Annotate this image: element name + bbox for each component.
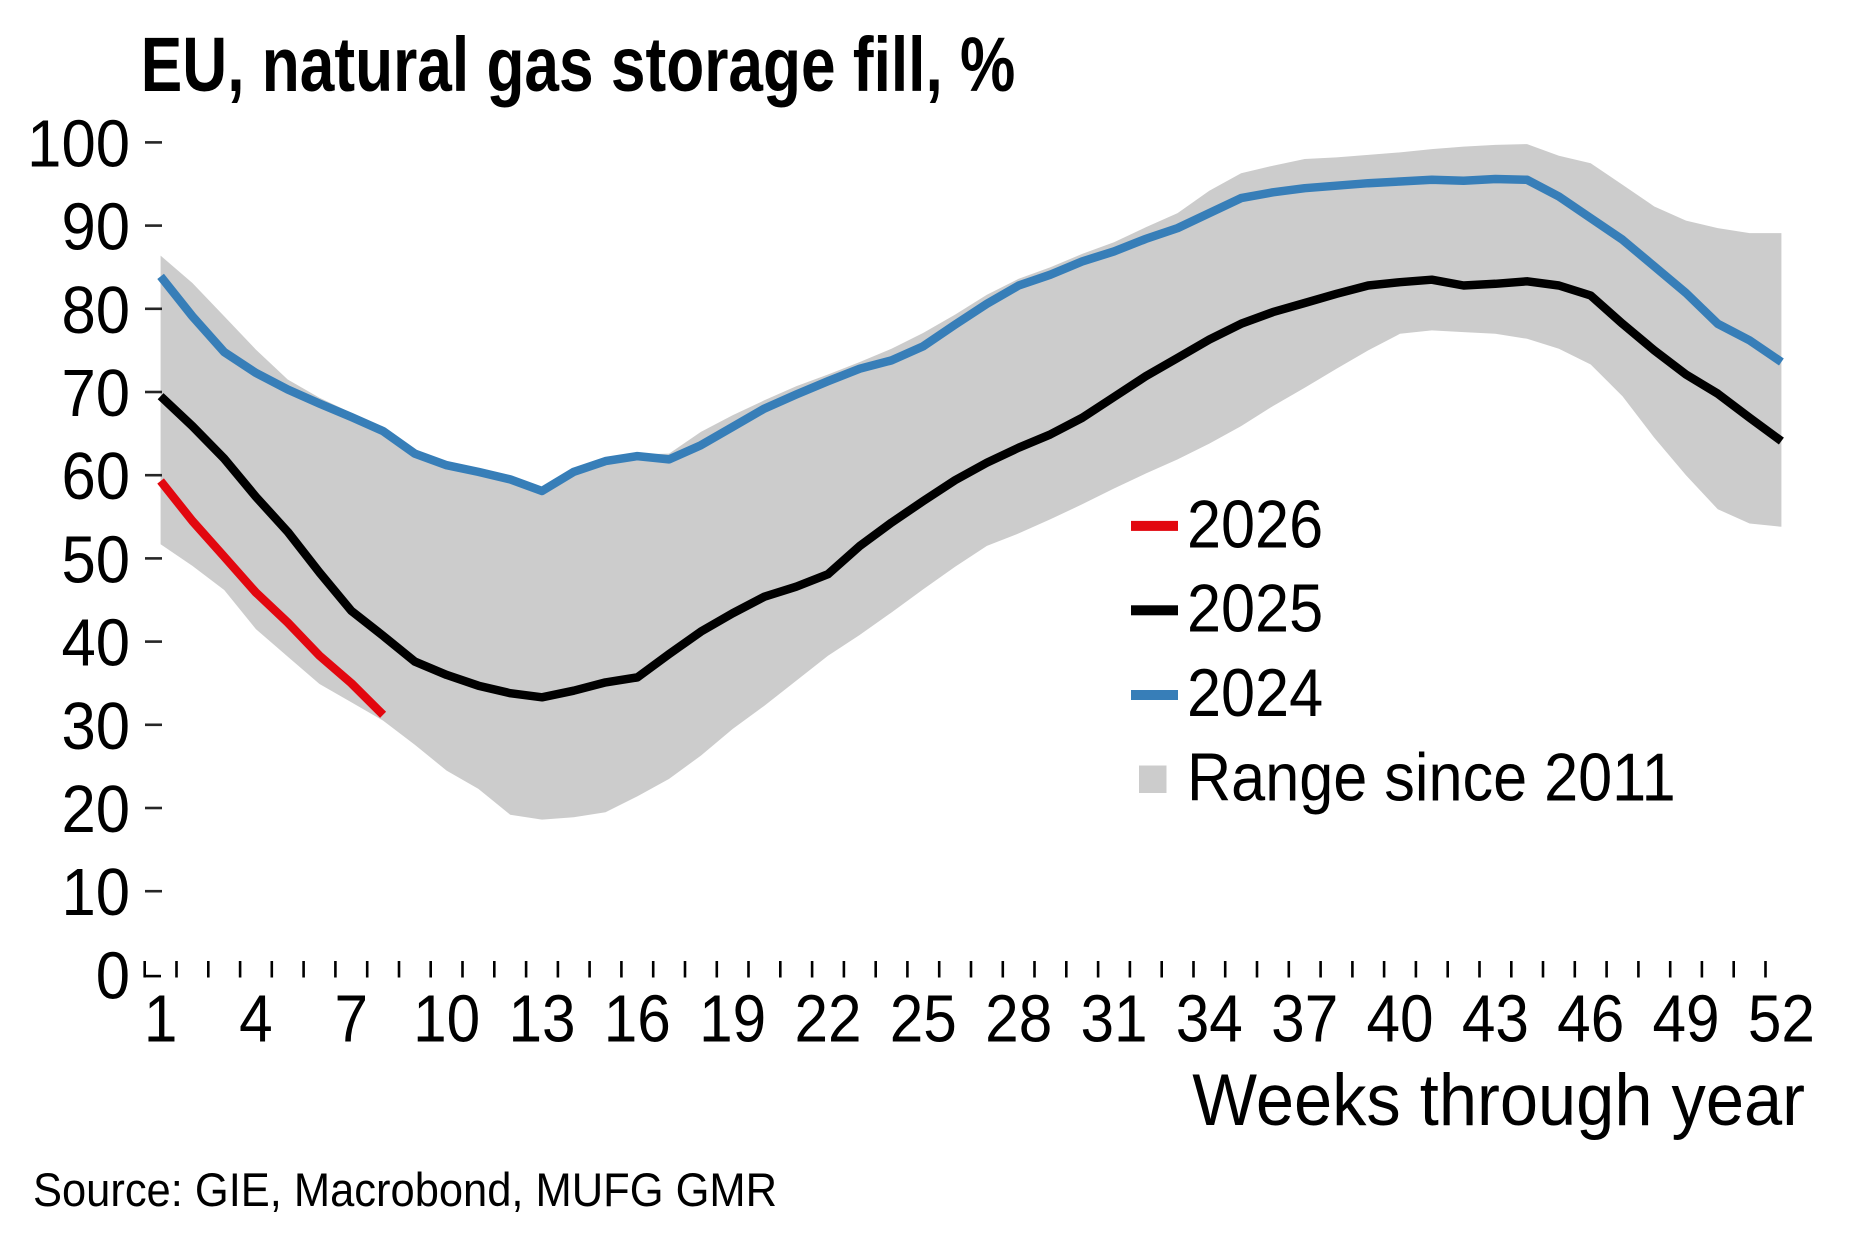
svg-text:80: 80: [61, 272, 130, 347]
svg-text:Range since 2011: Range since 2011: [1187, 738, 1676, 815]
svg-text:60: 60: [61, 439, 130, 514]
svg-text:1: 1: [144, 981, 178, 1057]
svg-text:0: 0: [96, 938, 130, 1013]
svg-text:25: 25: [890, 981, 957, 1057]
svg-text:7: 7: [335, 981, 369, 1057]
svg-text:50: 50: [61, 522, 130, 597]
svg-text:49: 49: [1652, 981, 1719, 1057]
svg-text:31: 31: [1080, 981, 1147, 1057]
svg-text:100: 100: [27, 106, 130, 181]
svg-text:2026: 2026: [1187, 485, 1323, 562]
svg-text:10: 10: [61, 855, 130, 930]
svg-text:40: 40: [1366, 981, 1433, 1057]
svg-text:10: 10: [413, 981, 480, 1057]
svg-text:13: 13: [508, 981, 575, 1057]
svg-text:22: 22: [794, 981, 861, 1057]
svg-text:70: 70: [61, 356, 130, 431]
svg-text:46: 46: [1557, 981, 1624, 1057]
svg-text:37: 37: [1271, 981, 1338, 1057]
svg-text:4: 4: [239, 981, 273, 1057]
svg-text:20: 20: [61, 772, 130, 847]
svg-text:Source: GIE, Macrobond, MUFG G: Source: GIE, Macrobond, MUFG GMR: [33, 1163, 777, 1216]
svg-text:90: 90: [61, 189, 130, 264]
svg-text:EU, natural gas storage fill,: EU, natural gas storage fill, %: [141, 22, 1016, 108]
svg-text:28: 28: [985, 981, 1052, 1057]
svg-text:40: 40: [61, 605, 130, 680]
svg-text:2025: 2025: [1187, 569, 1323, 646]
svg-text:Weeks through year: Weeks through year: [1192, 1060, 1805, 1141]
svg-text:19: 19: [699, 981, 766, 1057]
svg-text:16: 16: [604, 981, 671, 1057]
svg-text:34: 34: [1176, 981, 1243, 1057]
svg-text:43: 43: [1462, 981, 1529, 1057]
svg-text:30: 30: [61, 688, 130, 763]
svg-text:2024: 2024: [1187, 654, 1323, 731]
svg-text:52: 52: [1748, 981, 1815, 1057]
